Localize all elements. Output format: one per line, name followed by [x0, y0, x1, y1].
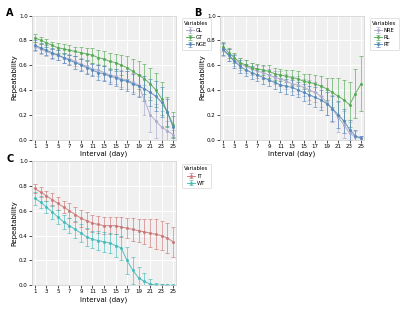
Y-axis label: Repeatability: Repeatability [11, 55, 17, 100]
X-axis label: Interval (day): Interval (day) [268, 151, 316, 157]
X-axis label: Interval (day): Interval (day) [80, 296, 128, 303]
Legend: IT, WT: IT, WT [182, 164, 211, 188]
Text: C: C [6, 154, 13, 164]
Y-axis label: Repeatability: Repeatability [199, 55, 205, 100]
X-axis label: Interval (day): Interval (day) [80, 151, 128, 157]
Y-axis label: Repeatability: Repeatability [11, 200, 17, 246]
Text: A: A [6, 8, 14, 18]
Legend: NRE, RL, RT: NRE, RL, RT [370, 18, 399, 50]
Text: B: B [194, 8, 202, 18]
Legend: GL, GT, NGE: GL, GT, NGE [182, 18, 211, 50]
